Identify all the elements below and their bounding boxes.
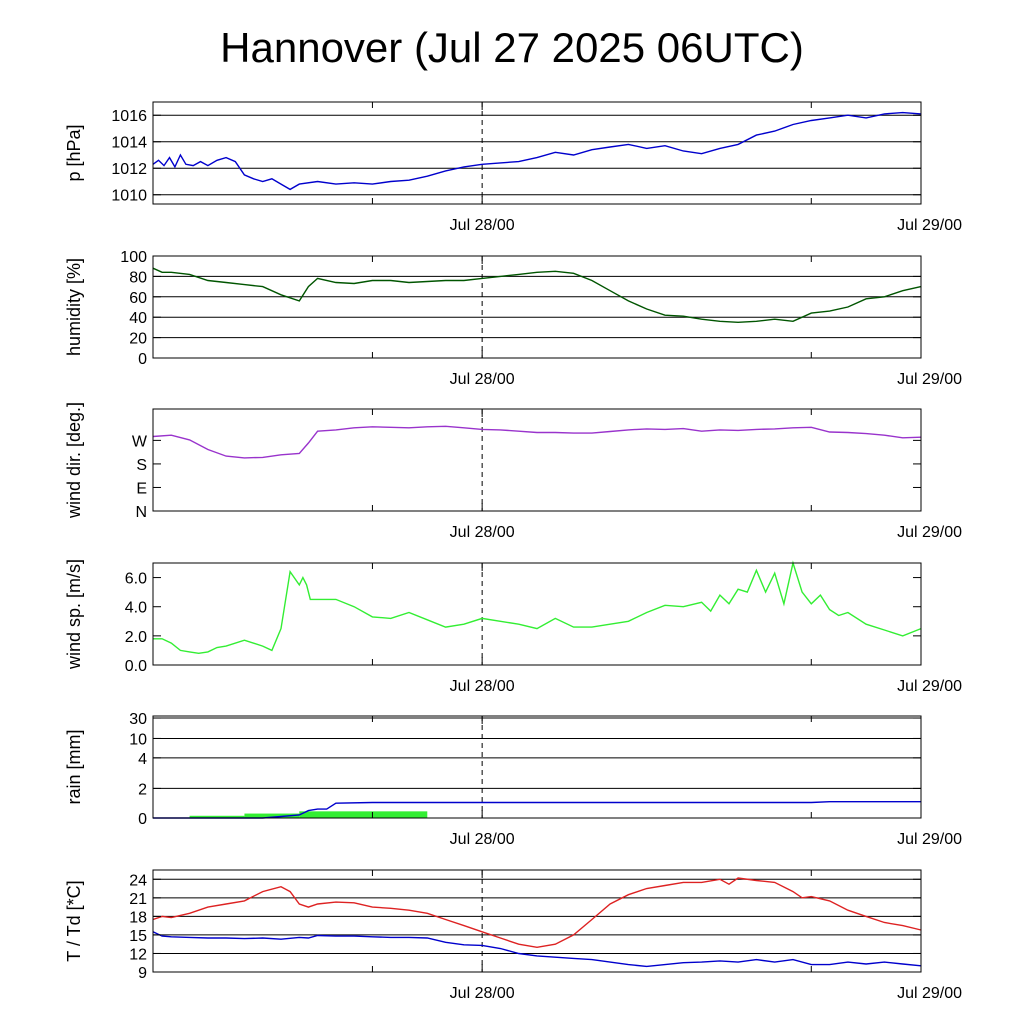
- x-tick-label: Jul 29/00: [897, 831, 962, 848]
- y-tick-label: E: [136, 480, 147, 497]
- y-tick-label: 0.0: [125, 658, 147, 675]
- x-tick-label: Jul 28/00: [450, 371, 515, 388]
- y-axis-label: rain [mm]: [64, 729, 84, 804]
- y-tick-label: 60: [129, 290, 147, 307]
- y-tick-label: N: [135, 504, 147, 521]
- y-tick-label: 18: [129, 909, 147, 926]
- y-axis-label: wind dir. [deg.]: [64, 402, 84, 519]
- x-tick-label: Jul 29/00: [897, 371, 962, 388]
- humidity-series-0: [152, 267, 922, 324]
- y-axis-label: humidity [%]: [64, 258, 84, 356]
- y-tick-label: 4: [138, 751, 147, 768]
- pressure-series-0: [152, 111, 922, 191]
- y-axis-label: p [hPa]: [64, 124, 84, 181]
- wind_dir-series-0: [152, 425, 922, 459]
- y-tick-label: 80: [129, 269, 147, 286]
- x-tick-label: Jul 28/00: [450, 217, 515, 234]
- y-tick-label: 1016: [111, 108, 147, 125]
- y-tick-label: 24: [129, 872, 147, 889]
- y-tick-label: 40: [129, 310, 147, 327]
- rain-bar: [299, 811, 428, 818]
- y-axis-label: wind sp. [m/s]: [64, 559, 84, 670]
- y-tick-label: 30: [129, 711, 147, 728]
- temperature-series-0: [152, 877, 922, 949]
- plot-frame: [152, 562, 922, 666]
- x-tick-label: Jul 29/00: [897, 217, 962, 234]
- plot-frame: [152, 408, 922, 512]
- y-axis-label: T / Td [*C]: [64, 880, 84, 961]
- y-tick-label: 1012: [111, 161, 147, 178]
- y-tick-label: 12: [129, 946, 147, 963]
- chart-title: Hannover (Jul 27 2025 06UTC): [220, 24, 804, 71]
- wind_speed-series-0: [153, 560, 922, 655]
- rain-bar: [189, 815, 245, 818]
- x-tick-label: Jul 29/00: [897, 524, 962, 541]
- y-tick-label: 0: [138, 351, 147, 368]
- y-tick-label: 9: [138, 965, 147, 982]
- x-tick-label: Jul 28/00: [450, 524, 515, 541]
- panel-wind_speed: 0.0 2.0 4.0 6.0 Jul 28/00 Jul 29/00 wind sp. […: [64, 559, 962, 695]
- y-tick-label: 0: [138, 811, 147, 828]
- panel-humidity: 0 20 40 60 80 100 Jul 28/00 Jul 29/00 humidity […: [64, 249, 962, 388]
- x-tick-label: Jul 29/00: [897, 678, 962, 695]
- y-tick-label: 1010: [111, 188, 147, 205]
- x-tick-label: Jul 28/00: [450, 985, 515, 1002]
- y-tick-label: 15: [129, 928, 147, 945]
- panel-pressure: 1010 1012 1014 1016 Jul 28/00 Jul 29/00 p [hPa…: [64, 101, 962, 234]
- y-tick-label: 6.0: [125, 571, 147, 588]
- y-tick-label: 20: [129, 331, 147, 348]
- x-tick-label: Jul 28/00: [450, 831, 515, 848]
- panel-rain: 0 2 4 10 30 Jul 28/00 Jul 29/00 rain [mm]: [64, 711, 962, 848]
- temperature-series-1: [152, 931, 922, 968]
- y-tick-label: 4.0: [125, 600, 147, 617]
- x-tick-label: Jul 28/00: [450, 678, 515, 695]
- y-tick-label: 2.0: [125, 629, 147, 646]
- x-tick-label: Jul 29/00: [897, 985, 962, 1002]
- plot-frame: [152, 101, 922, 205]
- y-tick-label: 10: [129, 731, 147, 748]
- plot-frame: [152, 255, 922, 359]
- y-tick-label: 2: [138, 781, 147, 798]
- rain-bar: [244, 813, 300, 818]
- y-tick-label: 1014: [111, 135, 147, 152]
- y-tick-label: W: [132, 433, 148, 450]
- rain-series-0: [153, 801, 921, 819]
- y-tick-label: S: [136, 457, 147, 474]
- plot-frame: [152, 715, 922, 819]
- plot-frame: [152, 869, 922, 973]
- y-tick-label: 100: [120, 249, 147, 266]
- y-tick-label: 21: [129, 891, 147, 908]
